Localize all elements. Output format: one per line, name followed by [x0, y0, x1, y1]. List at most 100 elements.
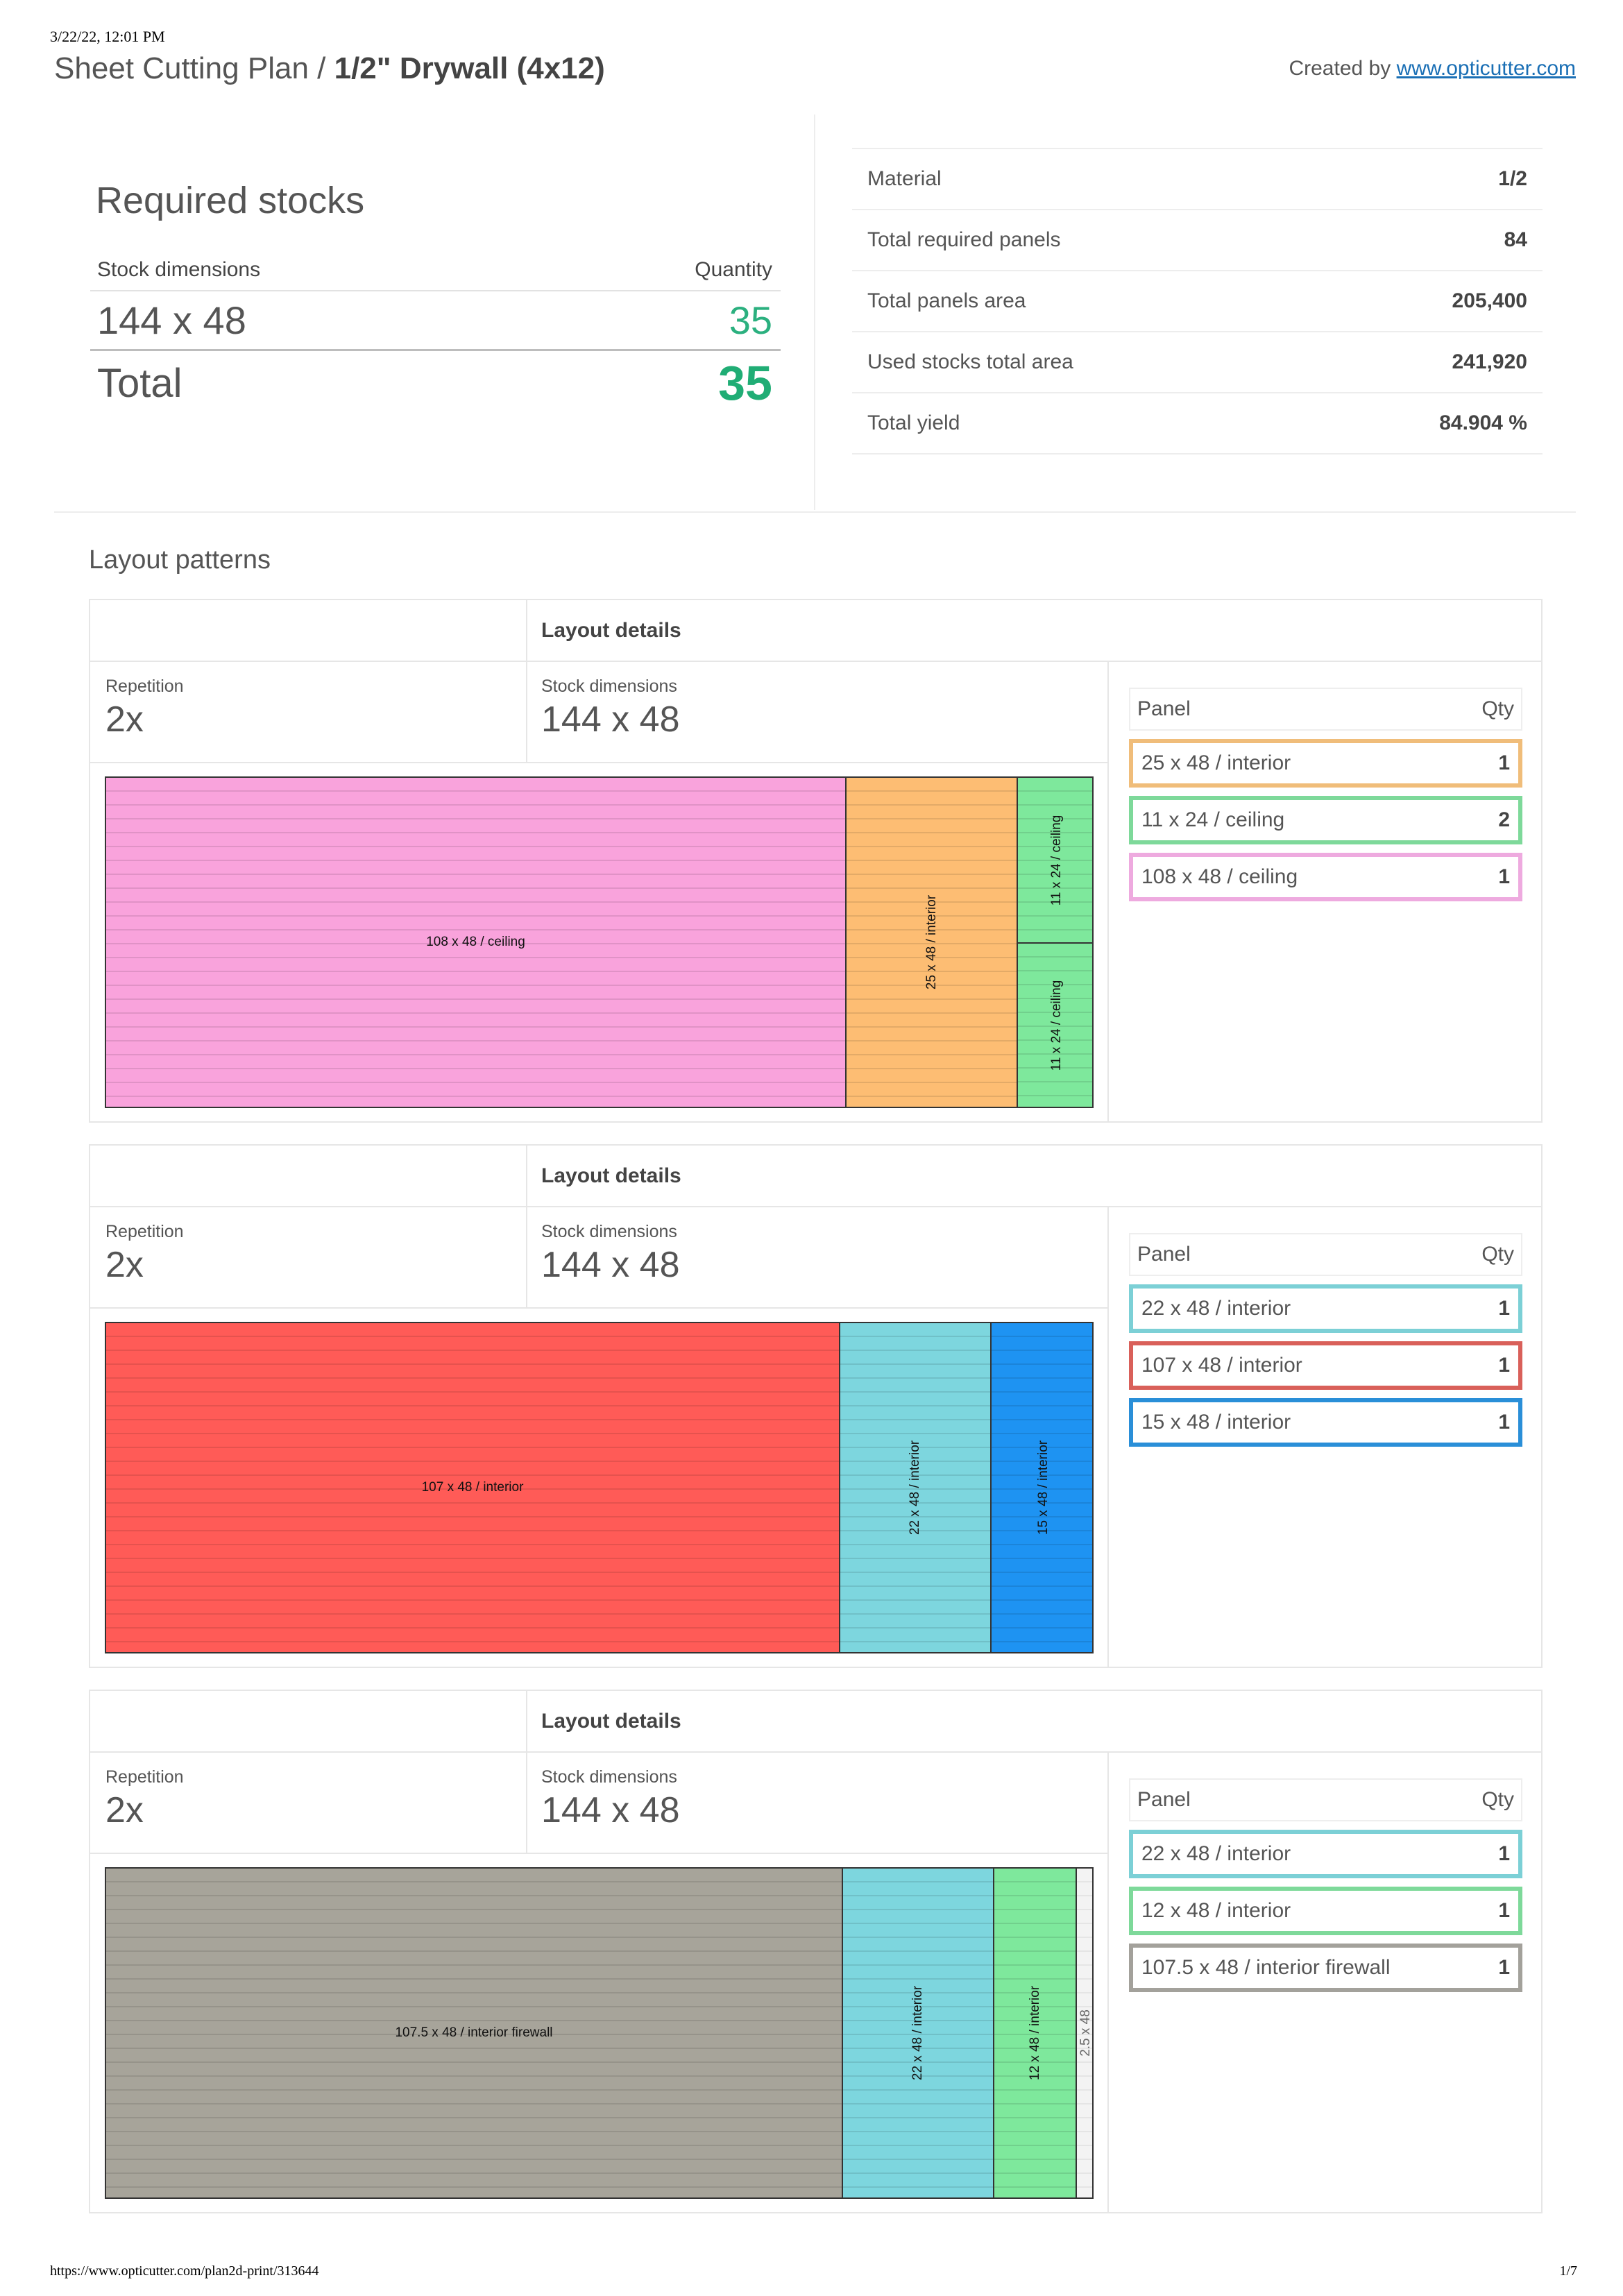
- stat-total-required-panels: Total required panels 84: [852, 210, 1543, 271]
- panel-qty: 1: [1498, 1899, 1510, 1922]
- cutting-sheet: 107 x 48 / interior 22 x 48 / interior 1…: [105, 1322, 1094, 1653]
- total-value: 35: [718, 356, 772, 410]
- panel-qty: 1: [1498, 1842, 1510, 1865]
- opticutter-link[interactable]: www.opticutter.com: [1396, 57, 1576, 80]
- layout-patterns-title: Layout patterns: [89, 545, 271, 575]
- qty-header: Qty: [1481, 1243, 1514, 1266]
- panel-row: 108 x 48 / ceiling 1: [1129, 853, 1522, 901]
- panel-row: 25 x 48 / interior 1: [1129, 739, 1522, 788]
- stat-label: Used stocks total area: [867, 350, 1073, 373]
- cut-piece: 11 x 24 / ceiling: [1018, 778, 1092, 942]
- panel-table: Panel Qty 22 x 48 / interior 1 107 x 48 / …: [1129, 1233, 1522, 1447]
- footer-page-number: 1/7: [1559, 2263, 1577, 2279]
- required-stocks-header: Stock dimensions Quantity: [90, 250, 781, 291]
- layout-details-label: Layout details: [541, 619, 681, 642]
- piece-label: 2.5 x 48: [1078, 2009, 1093, 2057]
- stock-dimensions-label: Stock dimensions: [541, 1222, 677, 1241]
- panel-table: Panel Qty 22 x 48 / interior 1 12 x 48 / i…: [1129, 1778, 1522, 1992]
- panel-row: 107.5 x 48 / interior firewall 1: [1129, 1944, 1522, 1992]
- cut-piece: 107.5 x 48 / interior firewall: [106, 1869, 843, 2197]
- piece-label: 22 x 48 / interior: [910, 1985, 925, 2081]
- repetition-value: 2x: [105, 1245, 144, 1285]
- stock-dimensions-header: Stock dimensions: [97, 258, 261, 281]
- panel-qty: 1: [1498, 751, 1510, 774]
- stat-total-yield: Total yield 84.904 %: [852, 393, 1543, 454]
- page-title-material: 1/2" Drywall (4x12): [334, 51, 605, 85]
- cut-piece: 107 x 48 / interior: [106, 1323, 840, 1652]
- panel-name: 107 x 48 / interior: [1141, 1354, 1302, 1377]
- panel-row: 107 x 48 / interior 1: [1129, 1341, 1522, 1390]
- panel-name: 107.5 x 48 / interior firewall: [1141, 1956, 1391, 1979]
- panel-table-header: Panel Qty: [1129, 1233, 1522, 1276]
- stat-value: 1/2: [1498, 167, 1527, 190]
- stat-value: 205,400: [1452, 289, 1527, 312]
- piece-label: 12 x 48 / interior: [1027, 1985, 1042, 2081]
- waste-piece: 2.5 x 48: [1077, 1869, 1093, 2197]
- cut-piece: 12 x 48 / interior: [994, 1869, 1077, 2197]
- panel-qty: 2: [1498, 808, 1510, 831]
- piece-label: 107.5 x 48 / interior firewall: [395, 2025, 553, 2040]
- page-title: Sheet Cutting Plan / 1/2" Drywall (4x12): [54, 51, 605, 86]
- layout-pattern-1: Layout details Repetition 2x Stock dimen…: [89, 599, 1543, 1123]
- stats-table: Material 1/2 Total required panels 84 Tota…: [852, 148, 1543, 454]
- piece-label: 108 x 48 / ceiling: [426, 935, 525, 949]
- stock-dimensions-label: Stock dimensions: [541, 677, 677, 696]
- layout-pattern-2: Layout details Repetition 2x Stock dimen…: [89, 1144, 1543, 1668]
- print-timestamp: 3/22/22, 12:01 PM: [50, 28, 165, 45]
- created-by-label: Created by: [1289, 57, 1397, 80]
- quantity-header: Quantity: [695, 258, 772, 281]
- piece-label: 15 x 48 / interior: [1035, 1440, 1051, 1536]
- footer-url: https://www.opticutter.com/plan2d-print/…: [50, 2263, 319, 2279]
- panel-name: 22 x 48 / interior: [1141, 1842, 1291, 1865]
- layout-details-label: Layout details: [541, 1710, 681, 1733]
- required-stocks-title: Required stocks: [96, 180, 365, 221]
- cut-piece: 25 x 48 / interior: [847, 778, 1018, 1107]
- section-divider: [54, 511, 1576, 513]
- stat-value: 84: [1504, 228, 1527, 251]
- created-by: Created by www.opticutter.com: [1289, 57, 1576, 80]
- stock-dimensions-value: 144 x 48: [541, 699, 680, 740]
- cut-piece: 108 x 48 / ceiling: [106, 778, 847, 1107]
- panel-table-header: Panel Qty: [1129, 1778, 1522, 1821]
- stat-material: Material 1/2: [852, 149, 1543, 210]
- repetition-label: Repetition: [105, 1222, 184, 1241]
- stat-total-panels-area: Total panels area 205,400: [852, 271, 1543, 332]
- panel-row: 11 x 24 / ceiling 2: [1129, 796, 1522, 844]
- layout-pattern-3: Layout details Repetition 2x Stock dimen…: [89, 1690, 1543, 2213]
- panel-qty: 1: [1498, 865, 1510, 888]
- layout-details-label: Layout details: [541, 1164, 681, 1187]
- stock-dimensions: 144 x 48: [97, 298, 246, 342]
- total-label: Total: [97, 360, 182, 406]
- stat-label: Total required panels: [867, 228, 1061, 251]
- stat-value: 241,920: [1452, 350, 1527, 373]
- panel-name: 11 x 24 / ceiling: [1141, 808, 1285, 831]
- cut-piece: 22 x 48 / interior: [843, 1869, 994, 2197]
- stat-label: Total panels area: [867, 289, 1026, 312]
- cut-piece: 11 x 24 / ceiling: [1018, 942, 1092, 1107]
- panel-name: 15 x 48 / interior: [1141, 1411, 1291, 1434]
- required-stocks-total: Total 35: [90, 351, 781, 415]
- page-title-prefix: Sheet Cutting Plan /: [54, 51, 334, 85]
- piece-label: 11 x 24 / ceiling: [1048, 815, 1064, 905]
- panel-name: 108 x 48 / ceiling: [1141, 865, 1298, 888]
- panel-row: 22 x 48 / interior 1: [1129, 1284, 1522, 1333]
- panel-qty: 1: [1498, 1297, 1510, 1320]
- repetition-value: 2x: [105, 699, 144, 740]
- panel-table-header: Panel Qty: [1129, 688, 1522, 731]
- stat-used-stocks-area: Used stocks total area 241,920: [852, 332, 1543, 393]
- qty-header: Qty: [1481, 1788, 1514, 1811]
- stat-label: Total yield: [867, 411, 960, 434]
- panel-row: 12 x 48 / interior 1: [1129, 1887, 1522, 1935]
- repetition-value: 2x: [105, 1790, 144, 1830]
- panel-header: Panel: [1137, 1788, 1191, 1811]
- cutting-sheet: 107.5 x 48 / interior firewall 22 x 48 /…: [105, 1867, 1094, 2199]
- panel-name: 22 x 48 / interior: [1141, 1297, 1291, 1320]
- panel-name: 25 x 48 / interior: [1141, 751, 1291, 774]
- panel-header: Panel: [1137, 1243, 1191, 1266]
- cut-piece: 15 x 48 / interior: [992, 1323, 1092, 1652]
- stock-dimensions-value: 144 x 48: [541, 1790, 680, 1830]
- cutting-sheet: 108 x 48 / ceiling 25 x 48 / interior 11…: [105, 776, 1094, 1108]
- required-stock-row: 144 x 48 35: [90, 291, 781, 351]
- panel-row: 15 x 48 / interior 1: [1129, 1398, 1522, 1447]
- repetition-label: Repetition: [105, 1767, 184, 1787]
